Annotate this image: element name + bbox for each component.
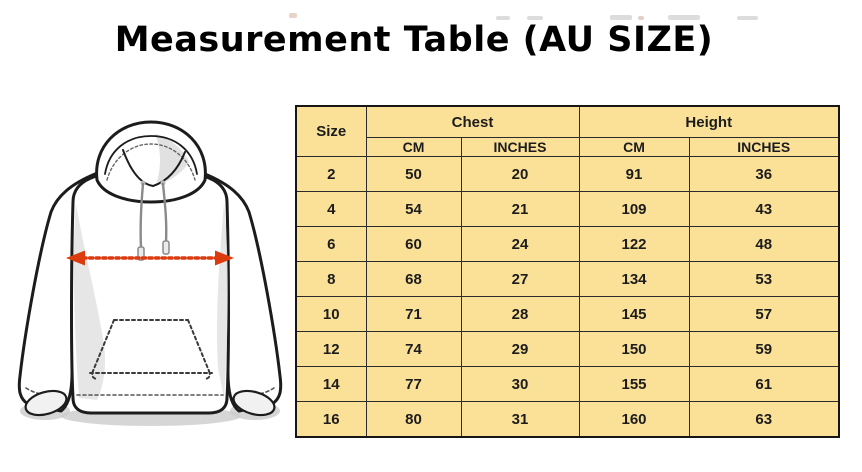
height-cm-cell: 109	[578, 191, 690, 227]
chest-cm-cell: 77	[365, 366, 462, 402]
size-cell: 4	[295, 191, 367, 227]
height-inches-cell: 57	[688, 296, 840, 332]
size-cell: 16	[295, 401, 367, 438]
chest-inches-cell: 24	[460, 226, 580, 262]
chest-measurement-arrow-icon	[66, 250, 234, 266]
right-sleeve	[203, 172, 283, 413]
chest-inches-cell: 21	[460, 191, 580, 227]
chest-cm-cell: 54	[365, 191, 462, 227]
right-cuff	[232, 389, 276, 417]
chest-inches-cell: 29	[460, 331, 580, 367]
height-cm-cell: 155	[578, 366, 690, 402]
hoodie-body	[70, 166, 230, 415]
kangaroo-pocket	[89, 319, 213, 380]
height-inches-cell: 53	[688, 261, 840, 297]
chest-cm-cell: 80	[365, 401, 462, 438]
table-row: 2 50 20 91 36	[295, 156, 840, 192]
table-row: 16 80 31 160 63	[295, 401, 840, 438]
chest-cm-cell: 68	[365, 261, 462, 297]
height-cm-cell: 122	[578, 226, 690, 262]
left-cuff	[24, 389, 68, 417]
hood-rim	[104, 135, 198, 175]
col-subheader-chest-cm: CM	[365, 137, 462, 157]
height-inches-cell: 43	[688, 191, 840, 227]
table-row: 8 68 27 134 53	[295, 261, 840, 297]
crop-artifact	[737, 16, 758, 20]
height-cm-cell: 160	[578, 401, 690, 438]
height-inches-cell: 59	[688, 331, 840, 367]
left-sleeve	[17, 172, 97, 413]
height-cm-cell: 91	[578, 156, 690, 192]
height-inches-cell: 63	[688, 401, 840, 438]
height-inches-cell: 48	[688, 226, 840, 262]
col-group-chest: Chest	[365, 105, 580, 138]
crop-artifact	[638, 16, 644, 20]
chest-inches-cell: 20	[460, 156, 580, 192]
page-title: Measurement Table (AU SIZE)	[114, 20, 714, 60]
size-cell: 6	[295, 226, 367, 262]
chest-inches-cell: 31	[460, 401, 580, 438]
table-row: 12 74 29 150 59	[295, 331, 840, 367]
size-cell: 2	[295, 156, 367, 192]
size-cell: 12	[295, 331, 367, 367]
chest-inches-cell: 28	[460, 296, 580, 332]
chest-cm-cell: 74	[365, 331, 462, 367]
hood	[95, 120, 207, 204]
height-cm-cell: 150	[578, 331, 690, 367]
crop-artifact	[496, 16, 510, 20]
crop-artifact	[610, 15, 632, 20]
height-cm-cell: 134	[578, 261, 690, 297]
table-row: 10 71 28 145 57	[295, 296, 840, 332]
col-subheader-height-cm: CM	[578, 137, 690, 157]
measurement-table: Size Chest Height CM INCHES CM INCHES 2 …	[295, 105, 841, 438]
chest-cm-cell: 50	[365, 156, 462, 192]
col-group-height: Height	[578, 105, 840, 138]
col-subheader-chest-inches: INCHES	[460, 137, 580, 157]
chest-cm-cell: 60	[365, 226, 462, 262]
table-row: 4 54 21 109 43	[295, 191, 840, 227]
hood-inner-shading	[155, 134, 189, 185]
size-cell: 10	[295, 296, 367, 332]
chest-inches-cell: 27	[460, 261, 580, 297]
height-inches-cell: 61	[688, 366, 840, 402]
hoodie-illustration	[17, 120, 283, 426]
table-row: 6 60 24 122 48	[295, 226, 840, 262]
hood-opening	[122, 149, 186, 187]
height-inches-cell: 36	[688, 156, 840, 192]
crop-artifact	[527, 16, 543, 20]
crop-artifact	[668, 15, 700, 20]
size-cell: 8	[295, 261, 367, 297]
chest-inches-cell: 30	[460, 366, 580, 402]
hood-rim-stitching	[106, 143, 196, 181]
torso-shading-right	[216, 204, 228, 398]
height-cm-cell: 145	[578, 296, 690, 332]
col-header-size: Size	[295, 105, 367, 157]
size-cell: 14	[295, 366, 367, 402]
table-row: 14 77 30 155 61	[295, 366, 840, 402]
crop-artifact	[289, 13, 297, 18]
chest-cm-cell: 71	[365, 296, 462, 332]
col-subheader-height-inches: INCHES	[688, 137, 840, 157]
